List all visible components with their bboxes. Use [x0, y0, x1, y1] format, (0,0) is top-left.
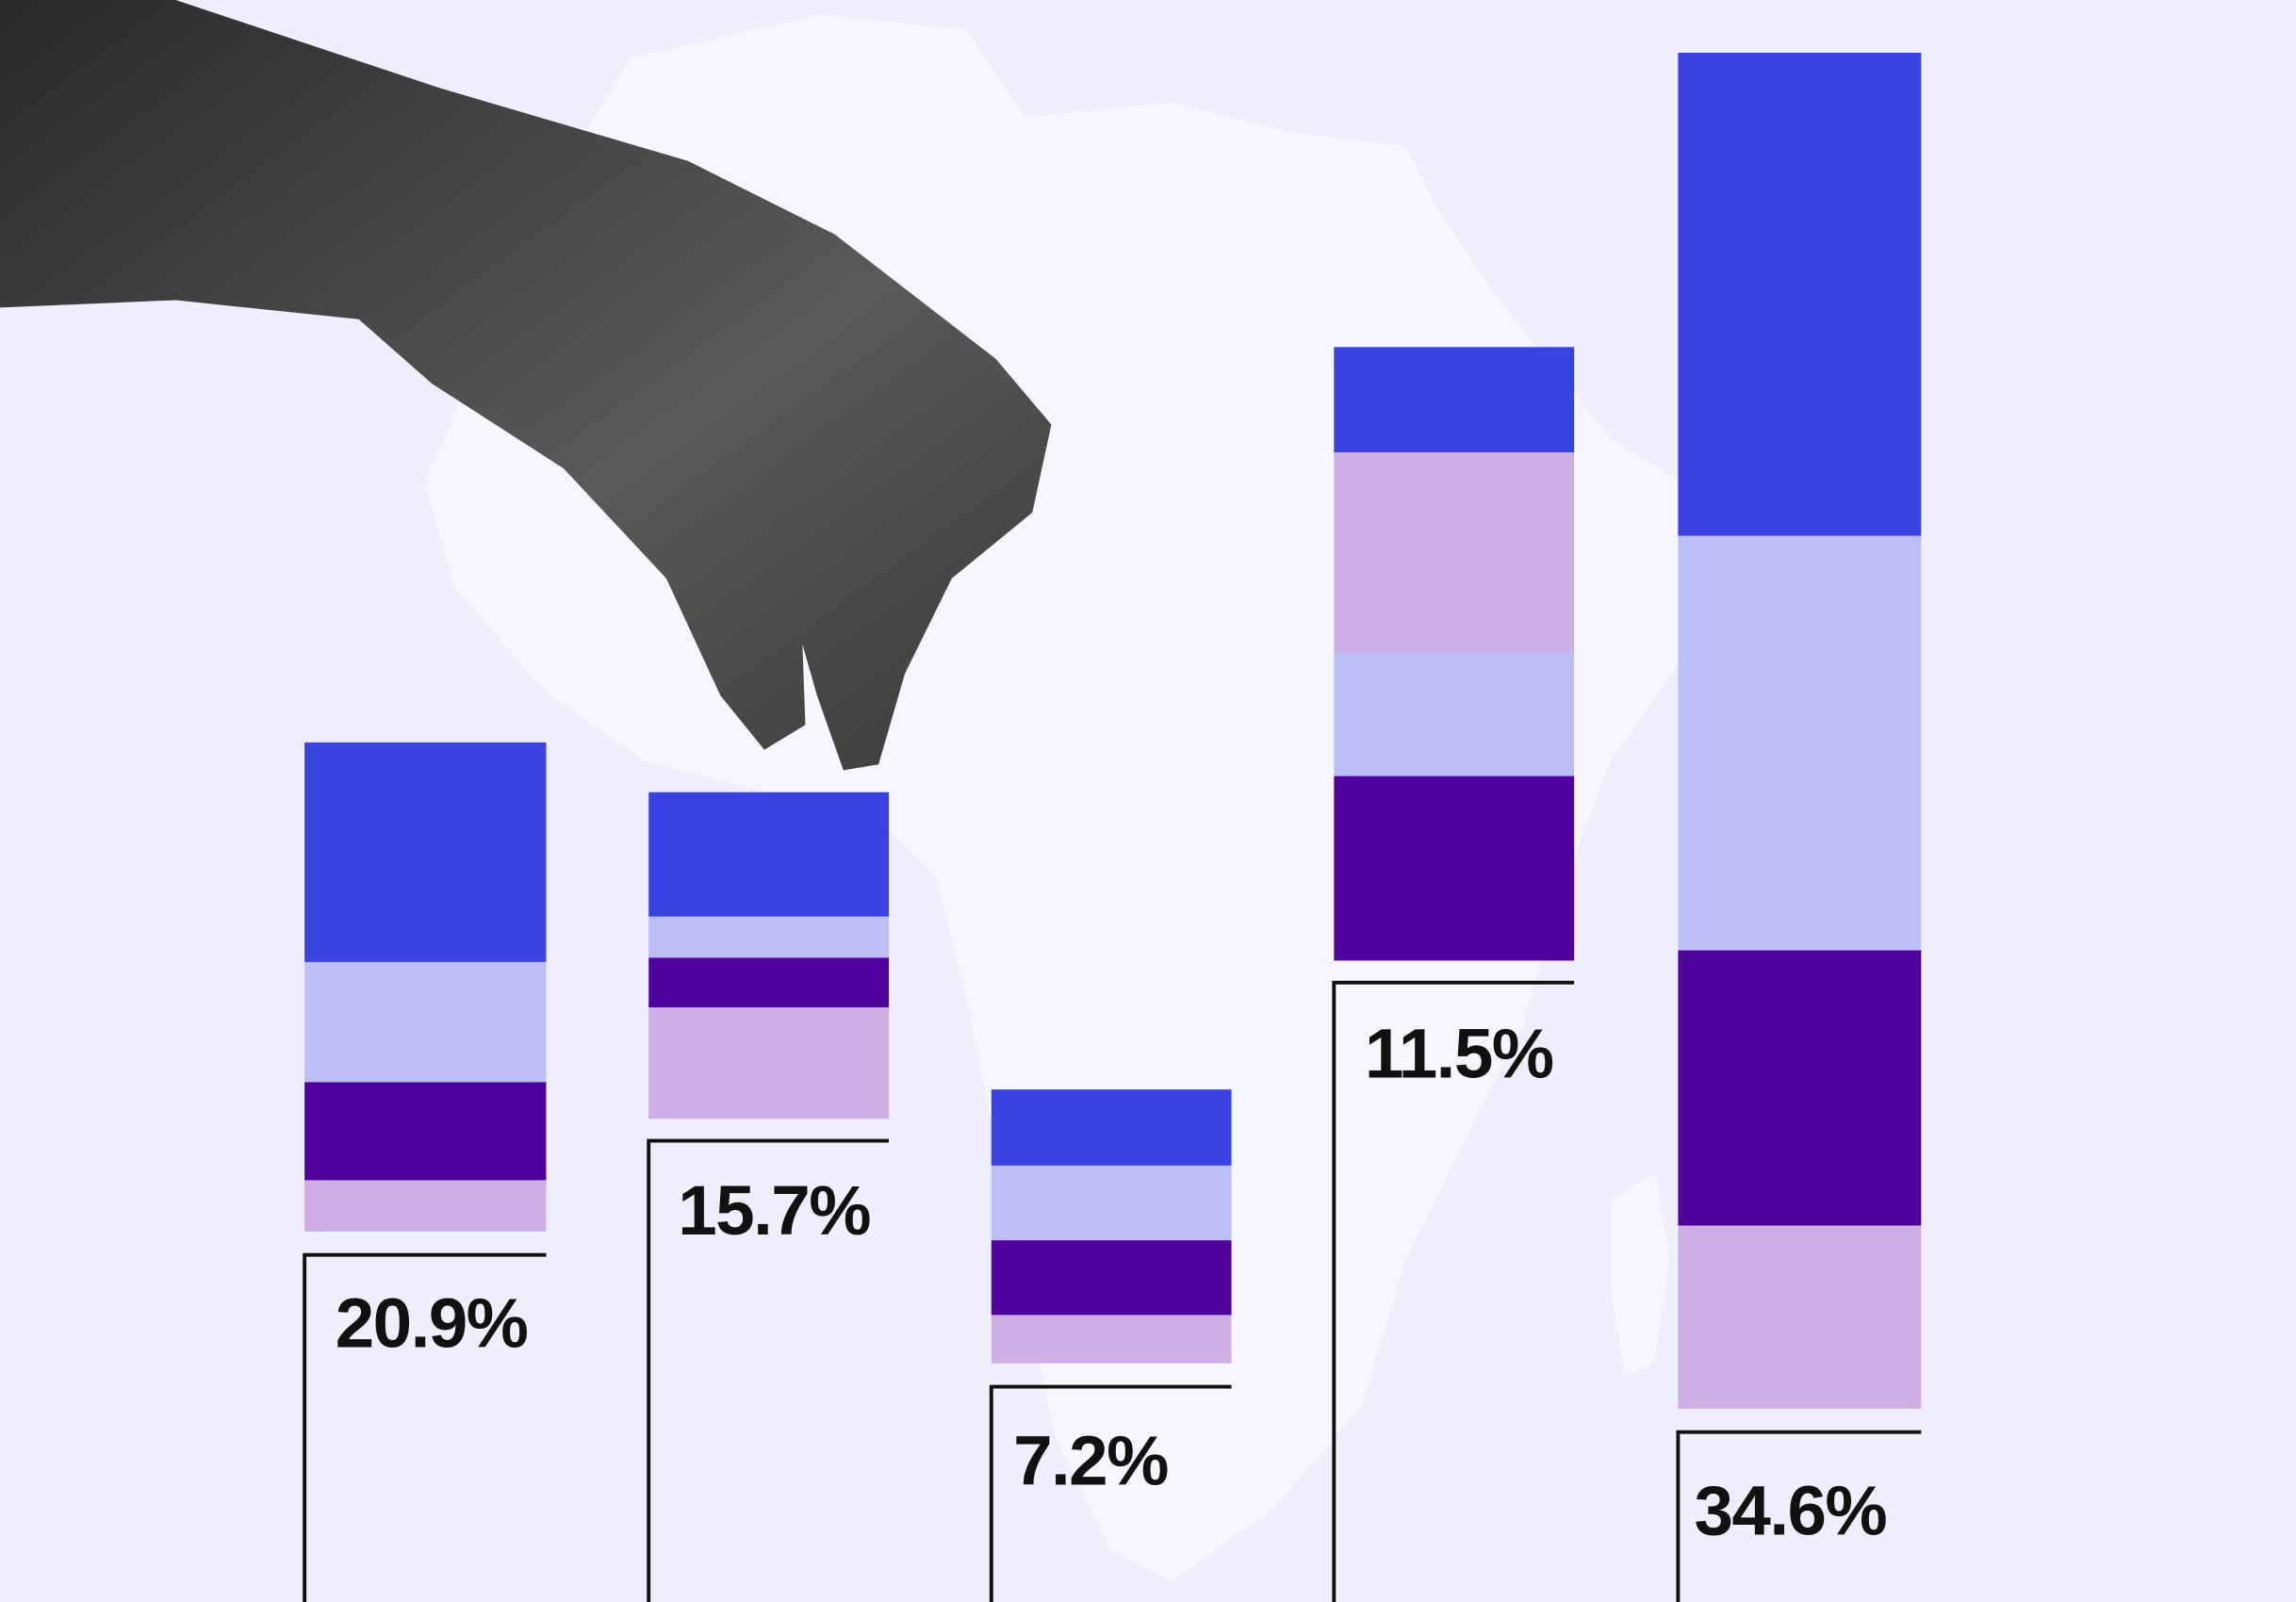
bar-5: 34.6% — [1676, 52, 1922, 1602]
bar-label: 15.7% — [678, 1170, 870, 1250]
segment — [304, 742, 547, 962]
bracket — [647, 1138, 890, 1602]
bracket — [989, 1384, 1232, 1602]
bar-label: 20.9% — [336, 1283, 528, 1363]
segment — [304, 961, 547, 1083]
segment — [1678, 52, 1922, 536]
segment — [1678, 950, 1922, 1226]
segment — [991, 1165, 1232, 1241]
bracket — [303, 1252, 547, 1602]
segment — [991, 1240, 1232, 1316]
bar-3: 7.2% — [989, 1089, 1232, 1602]
bar-label: 7.2% — [1013, 1421, 1168, 1500]
segment — [991, 1089, 1232, 1166]
segment — [1334, 776, 1575, 961]
segment — [648, 957, 890, 1008]
bar-4: 11.5% — [1332, 347, 1575, 1602]
bracket — [1332, 980, 1575, 1602]
segment — [1334, 653, 1575, 776]
segment — [1678, 535, 1922, 951]
segment — [1334, 347, 1575, 453]
segment — [648, 916, 890, 958]
bar-label: 34.6% — [1694, 1471, 1886, 1550]
segment — [1678, 1225, 1922, 1409]
bar-label: 11.5% — [1365, 1014, 1553, 1093]
segment — [648, 792, 890, 917]
segment — [304, 1180, 547, 1232]
segment — [648, 1007, 890, 1120]
map-island — [1610, 1171, 1670, 1377]
bracket — [1676, 1430, 1922, 1602]
hand — [0, 0, 1052, 771]
segment — [991, 1315, 1232, 1364]
segment — [1334, 452, 1575, 654]
bar-1: 20.9% — [303, 742, 547, 1602]
bar-2: 15.7% — [647, 792, 890, 1602]
segment — [304, 1082, 547, 1181]
